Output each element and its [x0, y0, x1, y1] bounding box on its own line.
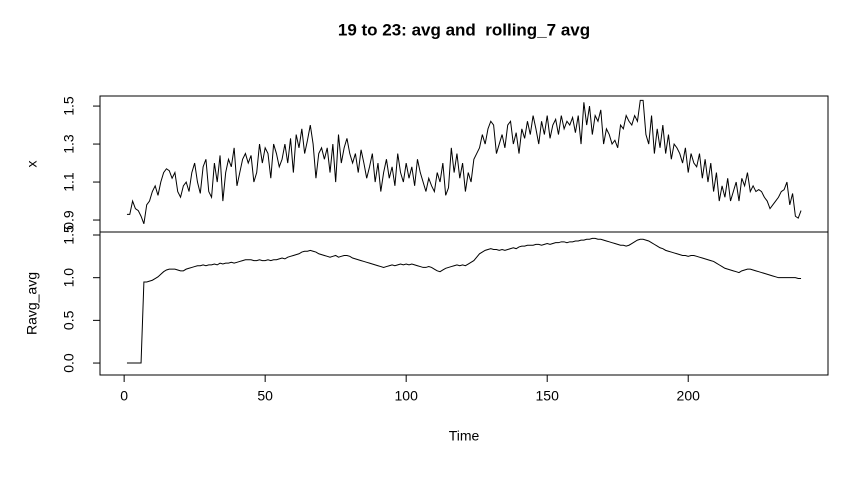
chart-title: 19 to 23: avg and rolling_7 avg: [338, 20, 590, 39]
y-tick-label: 0.9: [61, 210, 77, 230]
y-tick-label: 1.5: [61, 225, 77, 245]
x-axis-label: Time: [449, 428, 480, 444]
y-tick-label: 0.5: [61, 310, 77, 330]
x-tick-label: 50: [257, 388, 273, 404]
plot-frame: [99, 231, 829, 376]
x-tick-label: 0: [120, 388, 128, 404]
data-line: [126, 99, 802, 225]
x-tick-label: 200: [677, 388, 701, 404]
y-axis-label: x: [24, 161, 40, 168]
y-tick-label: 1.0: [61, 268, 77, 288]
y-tick-label: 1.5: [61, 96, 77, 116]
data-line: [126, 237, 802, 364]
y-axis-label: Ravg_avg: [24, 272, 40, 335]
x-tick-label: 100: [395, 388, 419, 404]
y-tick-label: 0.0: [61, 353, 77, 373]
x-tick-label: 150: [536, 388, 560, 404]
y-tick-label: 1.3: [61, 134, 77, 154]
y-tick-label: 1.1: [61, 172, 77, 192]
